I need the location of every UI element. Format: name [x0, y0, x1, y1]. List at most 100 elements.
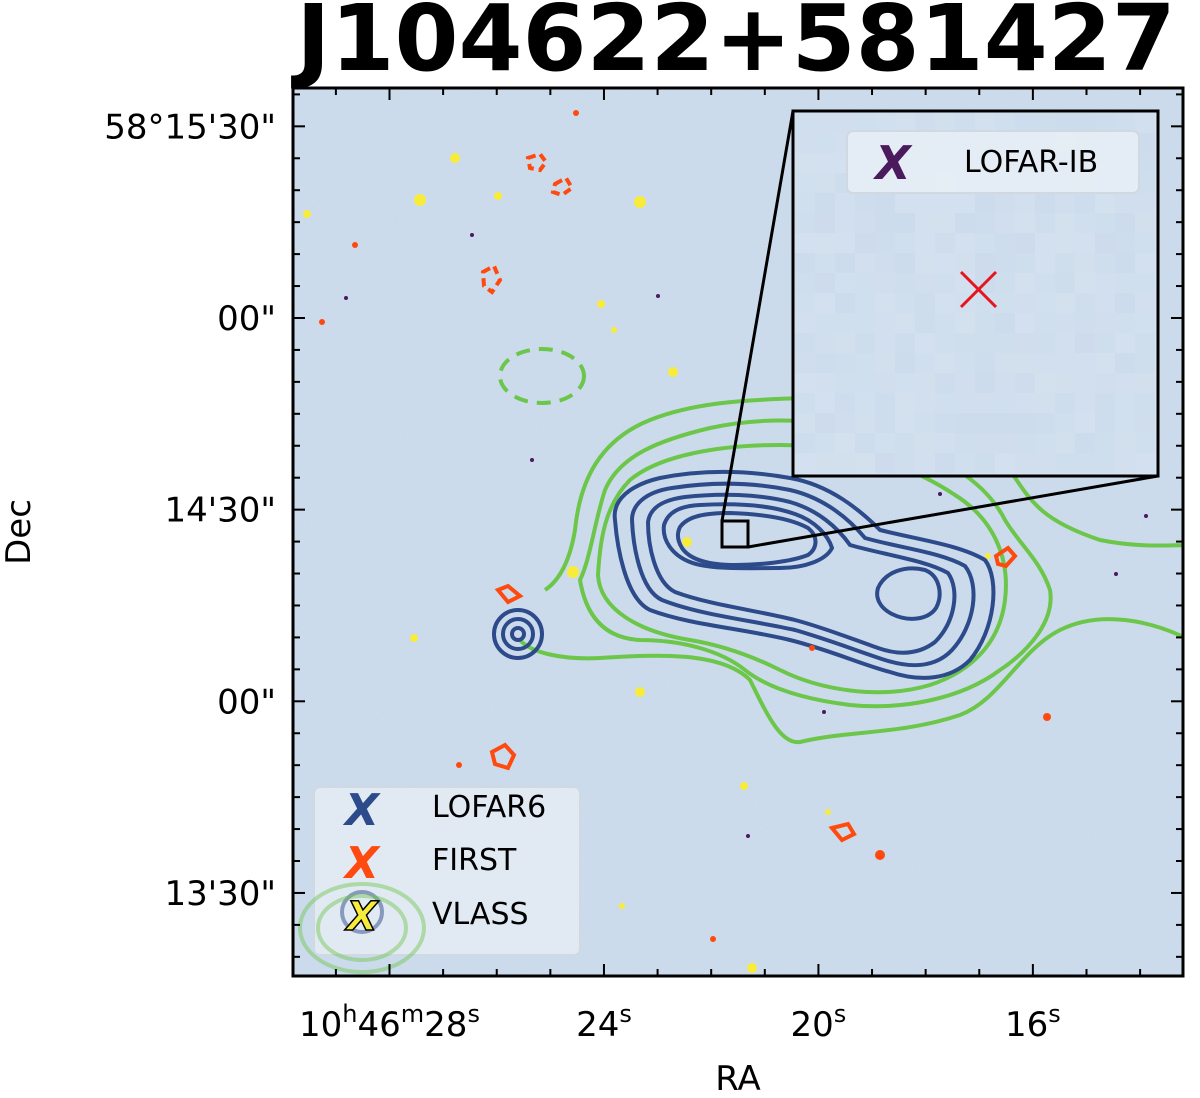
- inset-pixel: [1075, 113, 1095, 133]
- plot-area: X LOFAR-IB X LOFAR6 X FIRST X VLASS 10h46m28s…: [104, 86, 1185, 1045]
- inset-cross-line-2: [959, 270, 998, 309]
- inset-pixel: [895, 273, 915, 293]
- inset-pixel: [1135, 273, 1155, 293]
- inset-pixel: [1095, 293, 1115, 313]
- outer-contours: [518, 395, 1183, 745]
- inset-pixel: [1095, 353, 1115, 373]
- vlass-blob: [567, 566, 579, 578]
- inset-pixel: [955, 213, 975, 233]
- inset-pixel: [1115, 213, 1135, 233]
- inset-pixel: [1015, 253, 1035, 273]
- inset-pixel: [1115, 373, 1135, 393]
- vlass-blob: [634, 196, 646, 208]
- inset-pixel: [955, 433, 975, 453]
- inset-pixel: [1055, 253, 1075, 273]
- inset-pixel: [815, 253, 835, 273]
- inset-pixel: [855, 293, 875, 313]
- inset-pixel: [1095, 313, 1115, 333]
- vlass-blob: [619, 903, 625, 909]
- first-dot: [809, 645, 815, 651]
- lofar-contour-3: [645, 492, 957, 655]
- inset-pixel: [1035, 433, 1055, 453]
- legend-vlass-ring: [340, 890, 384, 934]
- inset-pixel: [975, 373, 995, 393]
- inset-pixel: [1035, 113, 1055, 133]
- vlass-blob: [682, 537, 692, 547]
- inset-pixel: [955, 193, 975, 213]
- x-axis-label: RA: [715, 1059, 761, 1098]
- inset-pixel: [835, 213, 855, 233]
- first-dot: [875, 850, 885, 860]
- inset-pixel: [895, 253, 915, 273]
- inset-pixel: [995, 313, 1015, 333]
- inset-pixel: [875, 413, 895, 433]
- lofar-contour-5: [675, 510, 818, 568]
- inset-pixel: [815, 433, 835, 453]
- lofar-ib-dot: [656, 294, 660, 298]
- inset-pixel: [975, 193, 995, 213]
- inset-pixel: [1115, 313, 1135, 333]
- lofar-ib-dot: [938, 492, 942, 496]
- inset-pixel: [1135, 373, 1155, 393]
- inset-pixel: [795, 173, 815, 193]
- inset-pixel: [975, 453, 995, 473]
- outer-contour-3: [595, 442, 1008, 695]
- inset-pixel: [1115, 353, 1135, 373]
- inset-pixel: [1135, 193, 1155, 213]
- inset-pixel: [1055, 193, 1075, 213]
- inset-pixel: [955, 413, 975, 433]
- inset-pixel: [895, 113, 915, 133]
- inset-pixel: [1075, 413, 1095, 433]
- inset-pixel: [1035, 373, 1055, 393]
- first-contours: [480, 151, 1018, 843]
- inset-pixel: [1015, 333, 1035, 353]
- inset-pixel: [1055, 313, 1075, 333]
- inset-pixel: [1015, 193, 1035, 213]
- inset-pixel: [835, 233, 855, 253]
- inset-pixel: [795, 273, 815, 293]
- inset-pixel: [1055, 333, 1075, 353]
- vlass-blob: [494, 192, 502, 200]
- inset-pixel: [875, 253, 895, 273]
- y-tick-label: 00": [217, 682, 276, 722]
- inset-pixel: [975, 413, 995, 433]
- inset-pixel: [875, 353, 895, 373]
- inset-pixel: [1055, 393, 1075, 413]
- lofar-ib-dot: [344, 296, 348, 300]
- inset-pixel: [1055, 453, 1075, 473]
- inset-pixel: [895, 233, 915, 253]
- lofar-contour-1: [612, 470, 996, 680]
- inset-pixel: [1055, 433, 1075, 453]
- inset-pixel: [1035, 213, 1055, 233]
- inset-pixel: [915, 113, 935, 133]
- inset-pixel: [1135, 233, 1155, 253]
- inset-pixel: [815, 213, 835, 233]
- inset-pixel: [935, 293, 955, 313]
- inset-pixel: [815, 113, 835, 133]
- inset-pixel: [1115, 393, 1135, 413]
- inset-pixel: [955, 333, 975, 353]
- inset-pixel: [835, 113, 855, 133]
- vlass-blobs: [303, 153, 991, 973]
- inset-pixel: [795, 353, 815, 373]
- inset-pixel: [1035, 253, 1055, 273]
- legend-items: X LOFAR6 X FIRST X VLASS: [298, 785, 546, 974]
- first-blob-2: [550, 175, 575, 198]
- inset-pixel: [795, 453, 815, 473]
- inset-pixel: [995, 233, 1015, 253]
- inset-pixel: [875, 333, 895, 353]
- inset-pixel: [1035, 453, 1055, 473]
- vlass-blob: [635, 687, 645, 697]
- first-dot: [573, 110, 579, 116]
- first-blob-1: [525, 151, 549, 173]
- inset-pixel: [815, 273, 835, 293]
- inset-pixel: [1115, 193, 1135, 213]
- inset-pixel: [1035, 333, 1055, 353]
- inset-pixel: [935, 333, 955, 353]
- inset-pixel: [895, 353, 915, 373]
- lofar6-contours: [492, 470, 996, 680]
- inset-pixel: [975, 353, 995, 373]
- inset-pixel: [835, 253, 855, 273]
- inset-pixel: [1055, 373, 1075, 393]
